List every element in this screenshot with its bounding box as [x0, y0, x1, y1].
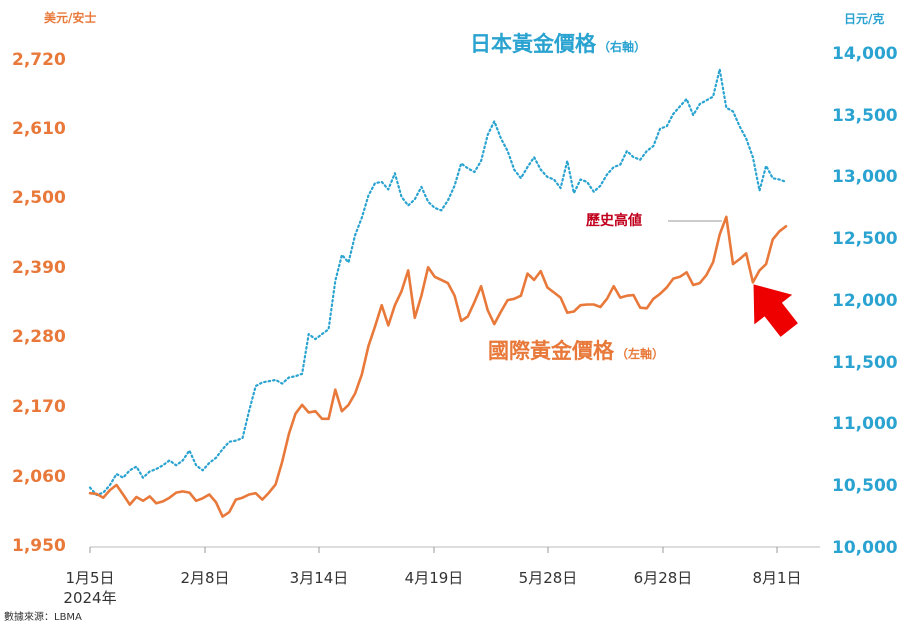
- year-label: 2024年: [63, 589, 116, 607]
- x-tick-label: 5月28日: [519, 569, 578, 587]
- x-axis-tick-marks: [89, 547, 778, 553]
- left-tick-label: 2,280: [12, 327, 66, 347]
- left-tick-label: 2,610: [12, 119, 66, 139]
- right-tick-label: 12,500: [832, 229, 898, 249]
- x-tick-label: 4月19日: [405, 569, 464, 587]
- up-arrow-shape: [753, 284, 798, 337]
- left-tick-label: 2,500: [12, 188, 66, 208]
- x-tick-label: 1月5日: [65, 569, 114, 587]
- right-tick-label: 13,000: [832, 167, 898, 187]
- left-tick-label: 2,720: [12, 50, 66, 70]
- up-arrow-icon: [753, 284, 798, 337]
- right-tick-label: 11,000: [832, 414, 898, 434]
- left-axis-ticks: 2,720 2,610 2,500 2,390 2,280 2,170 2,06…: [12, 50, 66, 556]
- right-tick-label: 10,000: [832, 538, 898, 558]
- left-axis-unit: 美元/安士: [44, 10, 96, 25]
- series-layer: [88, 68, 788, 518]
- right-tick-label: 10,500: [832, 476, 898, 496]
- x-tick-label: 8月1日: [752, 569, 801, 587]
- left-tick-label: 2,170: [12, 397, 66, 417]
- left-tick-label: 2,390: [12, 258, 66, 278]
- x-axis-labels: 1月5日 2月8日 3月14日 4月19日 5月28日 6月28日 8月1日 2…: [63, 569, 801, 607]
- record-high-label: 歷史高値: [586, 212, 642, 229]
- data-source: 數據來源：LBMA: [4, 610, 82, 623]
- left-tick-label: 2,060: [12, 467, 66, 487]
- intl-series-title-main: 國際黃金價格: [488, 339, 615, 363]
- right-tick-label: 14,000: [832, 44, 898, 64]
- right-axis-unit: 日元/克: [844, 11, 884, 26]
- intl-series-title: 國際黃金價格 （左軸）: [488, 339, 664, 363]
- left-tick-label: 1,950: [12, 536, 66, 556]
- x-tick-label: 6月28日: [634, 569, 693, 587]
- x-tick-label: 2月8日: [180, 569, 229, 587]
- right-tick-label: 11,500: [832, 353, 898, 373]
- right-tick-label: 12,000: [832, 291, 898, 311]
- intl-gold-price-line: [88, 215, 788, 518]
- japan-gold-price-line: [88, 68, 788, 497]
- x-tick-label: 3月14日: [290, 569, 349, 587]
- japan-series-title-main: 日本黃金價格: [470, 32, 597, 56]
- right-tick-label: 13,500: [832, 106, 898, 126]
- intl-series-title-sub: （左軸）: [616, 346, 664, 361]
- right-axis-ticks: 14,000 13,500 13,000 12,500 12,000 11,50…: [832, 44, 898, 558]
- japan-series-title: 日本黃金價格 （右軸）: [470, 32, 646, 56]
- japan-series-title-sub: （右軸）: [598, 39, 646, 54]
